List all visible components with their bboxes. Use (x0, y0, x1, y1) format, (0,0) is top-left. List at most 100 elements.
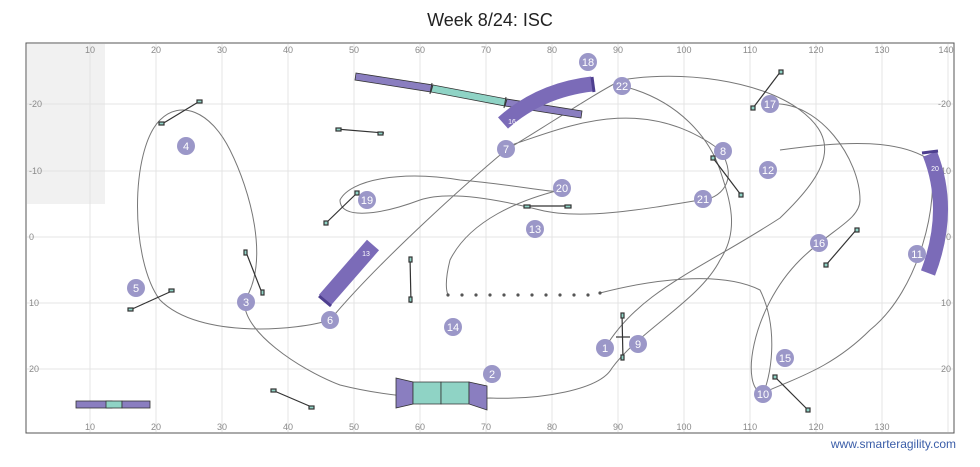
number-label: 12 (762, 165, 774, 177)
number-13: 13 (526, 220, 544, 238)
number-21: 21 (694, 190, 712, 208)
tunnel-mouth (318, 294, 332, 308)
credit-link[interactable]: www.smarteragility.com (830, 437, 956, 451)
number-label: 16 (813, 238, 825, 250)
a-frame-side-left (395, 377, 414, 409)
tunnel-body (318, 239, 380, 306)
number-15: 15 (776, 349, 794, 367)
number-label: 13 (529, 224, 541, 236)
tick-label: 100 (676, 422, 691, 432)
tick-label: 50 (349, 45, 359, 55)
tunnel-body (498, 76, 593, 129)
number-1: 1 (596, 339, 614, 357)
tunnel-label: 16 (508, 119, 516, 126)
a-frame (395, 377, 488, 411)
number-label: 22 (616, 81, 628, 93)
number-label: 11 (911, 249, 922, 261)
jump-16 (823, 227, 860, 268)
dogwalk-mark (429, 82, 433, 95)
tick-label: 10 (85, 45, 95, 55)
number-17: 17 (761, 95, 779, 113)
number-9: 9 (629, 335, 647, 353)
tick-label: 0 (29, 232, 34, 242)
tick-label: 60 (415, 45, 425, 55)
number-2: 2 (483, 365, 501, 383)
tunnel-body (920, 151, 948, 276)
tick-label: 10 (85, 422, 95, 432)
a-frame-mid-right (440, 381, 470, 405)
tick-label: -10 (29, 166, 42, 176)
tick-label: 30 (217, 422, 227, 432)
tunnel-20: 20 (920, 149, 948, 276)
number-label: 15 (779, 353, 791, 365)
tick-label: 130 (874, 422, 889, 432)
number-5: 5 (127, 279, 145, 297)
tick-label: 10 (941, 298, 951, 308)
tick-label: 80 (547, 422, 557, 432)
tick-label: 70 (481, 45, 491, 55)
number-label: 21 (697, 194, 709, 206)
teeter (75, 400, 151, 409)
number-label: 1 (602, 343, 608, 355)
tick-label: 30 (217, 45, 227, 55)
tick-label: 20 (151, 45, 161, 55)
teeter-plank-mid (105, 400, 123, 409)
sequence-numbers: 1 2 3 4 5 6 7 8 9 10 11 12 13 14 15 16 1… (127, 53, 926, 403)
number-11: 11 (908, 245, 926, 263)
teeter-plank-right (121, 400, 151, 409)
number-label: 14 (447, 322, 459, 334)
number-label: 10 (757, 389, 769, 401)
tick-label: 40 (283, 45, 293, 55)
number-label: 4 (183, 141, 189, 153)
tick-label: -20 (29, 99, 42, 109)
jump-bottom (270, 388, 315, 410)
tick-label: 90 (613, 45, 623, 55)
number-label: 5 (133, 283, 139, 295)
jumps (127, 69, 860, 413)
number-4: 4 (177, 137, 195, 155)
number-label: 9 (635, 339, 641, 351)
tick-label: 20 (151, 422, 161, 432)
number-16: 16 (810, 234, 828, 252)
tick-label: 110 (743, 422, 757, 432)
tunnel-mouth (921, 149, 939, 155)
jump-3 (243, 249, 265, 296)
jump-5 (127, 288, 175, 312)
left-axis-ticks: -20 -10 0 10 20 (29, 99, 42, 374)
number-14: 14 (444, 318, 462, 336)
number-label: 20 (556, 183, 568, 195)
jump-10 (772, 374, 811, 413)
number-19: 19 (358, 191, 376, 209)
number-3: 3 (237, 293, 255, 311)
tick-label: 50 (349, 422, 359, 432)
tick-label: 10 (29, 298, 39, 308)
tick-label: 40 (283, 422, 293, 432)
number-12: 12 (759, 161, 777, 179)
top-axis-ticks: 10 20 30 40 50 60 70 80 90 100 110 120 1… (85, 45, 954, 55)
number-7: 7 (497, 140, 515, 158)
number-10: 10 (754, 385, 772, 403)
number-18: 18 (579, 53, 597, 71)
tunnel-13: 13 (318, 239, 380, 308)
jump-20 (523, 204, 572, 209)
number-label: 6 (327, 315, 333, 327)
jump-19 (323, 190, 360, 226)
tick-label: 110 (743, 45, 757, 55)
course-title: Week 8/24: ISC (427, 10, 553, 30)
a-frame-mid-left (412, 381, 442, 405)
jump-1-9 (616, 312, 630, 361)
tunnel-mouth (590, 76, 596, 93)
handler-path (137, 75, 933, 400)
number-8: 8 (714, 142, 732, 160)
number-label: 17 (764, 99, 776, 111)
tick-label: -10 (938, 166, 951, 176)
number-22: 22 (613, 77, 631, 95)
tick-label: 100 (676, 45, 691, 55)
dotted-line (446, 291, 602, 297)
grid-lines (27, 44, 953, 432)
jump-mid (408, 256, 413, 304)
tick-label: 60 (415, 422, 425, 432)
tick-label: 20 (941, 364, 951, 374)
tunnel-label: 13 (362, 251, 370, 258)
